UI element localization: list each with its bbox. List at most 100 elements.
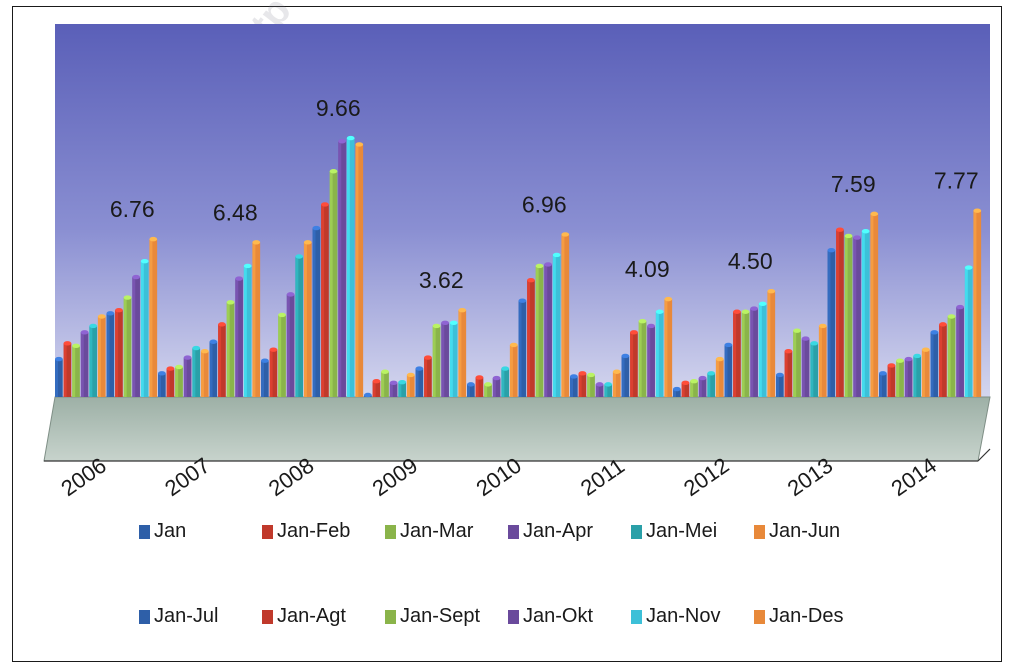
bar-top [964,265,973,270]
bar-top [724,342,733,348]
bar-highlight [389,382,393,397]
bar-highlight [467,384,471,397]
bar-top [973,208,982,213]
bar-top [63,341,72,346]
bar-top [55,356,63,362]
bar-highlight [818,325,822,397]
legend-swatch [508,524,519,539]
legend-label: Jan-Jun [769,520,841,542]
legend-label: Jan-Feb [277,520,351,542]
bar-Jan-Des-2008 [355,144,364,397]
bar-top [467,382,475,387]
bar-highlight [372,381,376,397]
legend-swatch [139,609,150,624]
bar-Jan-Sept-2011 [638,321,647,397]
bar-top [115,307,123,313]
bar-Jan-Okt-2014 [956,307,964,397]
bar-top [123,295,132,300]
bar-highlight [218,324,222,397]
bar-highlight [424,357,428,397]
legend-swatch [508,609,519,624]
legend-item-jan-mei: Jan-Mei [631,520,754,543]
data-label-2009: 3.62 [419,267,464,293]
bar-highlight [638,321,642,397]
bar-top [209,339,218,344]
bar-highlight [338,141,342,397]
legend-item-jan-apr: Jan-Apr [508,520,631,543]
bar-Jan-Agt-2008 [321,204,329,397]
bar-Jan-Apr-2010 [492,378,501,397]
bar-highlight [844,235,848,397]
bar-Jan-Nov-2011 [655,311,664,397]
bar-top [715,356,724,362]
bar-Jan-Mar-2008 [278,314,286,397]
bar-top [673,386,681,392]
bar-Jan-Sept-2014 [947,316,956,397]
bar-Jan-Mar-2012 [690,381,698,397]
bar-top [243,263,252,269]
bar-top [810,341,819,346]
bar-highlight [690,381,694,397]
bar-Jan-Okt-2013 [853,237,861,397]
legend-swatch [754,524,765,539]
bar-Jan-Mei-2013 [810,343,819,397]
bar-Jan-Mar-2013 [793,330,801,397]
bar-top [956,304,964,310]
bar-Jan-2007 [158,373,166,397]
legend-swatch [262,609,273,624]
bar-top [509,342,518,348]
bar-Jan-Jul-2013 [827,250,836,397]
bar-top [690,379,698,384]
bar-highlight [552,254,556,397]
x-axis-edge [977,448,991,462]
bar-highlight [664,299,668,397]
bar-Jan-Mar-2009 [381,371,389,397]
legend-item-jan-mar: Jan-Mar [385,520,508,543]
bar-Jan-Okt-2007 [235,278,243,397]
bar-highlight [449,322,453,397]
bar-highlight [415,368,419,397]
bar-top [844,233,853,239]
bar-Jan-Agt-2013 [836,229,844,397]
bar-top [406,372,415,378]
bar-highlight [853,237,857,397]
bar-top [492,375,501,381]
bar-top [226,300,235,305]
bar-highlight [681,382,685,397]
bar-Jan-Agt-2010 [527,280,535,397]
bar-highlight [861,231,865,397]
bar-Jan-Apr-2011 [595,384,604,397]
bar-highlight [286,294,290,397]
bar-top [389,380,398,385]
bar-top [321,202,329,207]
bar-highlight [80,332,84,397]
bar-top [853,235,861,240]
bar-highlight [303,242,307,397]
bar-top [261,358,269,363]
bar-top [733,309,741,314]
data-label-2011: 4.09 [625,256,670,282]
bar-Jan-Des-2013 [870,213,879,397]
legend-item-jan-agt: Jan-Agt [262,605,385,628]
bar-highlight [501,368,505,397]
bar-top [527,277,535,283]
bar-Jan-Nov-2010 [552,254,561,397]
bar-Jan-Nov-2013 [861,231,870,397]
bar-highlight [715,359,719,397]
bar-Jan-Des-2014 [973,210,982,397]
bar-Jan-Jun-2008 [303,242,312,397]
bar-highlight [63,343,67,397]
bar-Jan-2011 [570,376,578,397]
bar-highlight [655,311,659,397]
bar-top [158,371,166,376]
bar-top [681,380,690,385]
bar-top [793,328,801,333]
bar-top [458,307,467,313]
bar-Jan-Mei-2008 [295,256,304,397]
data-label-2007: 6.48 [213,199,258,225]
bar-Jan-2006 [55,359,63,397]
bar-highlight [784,351,788,397]
bar-top [621,353,630,359]
bar-highlight [544,264,548,397]
bar-top [827,247,836,253]
